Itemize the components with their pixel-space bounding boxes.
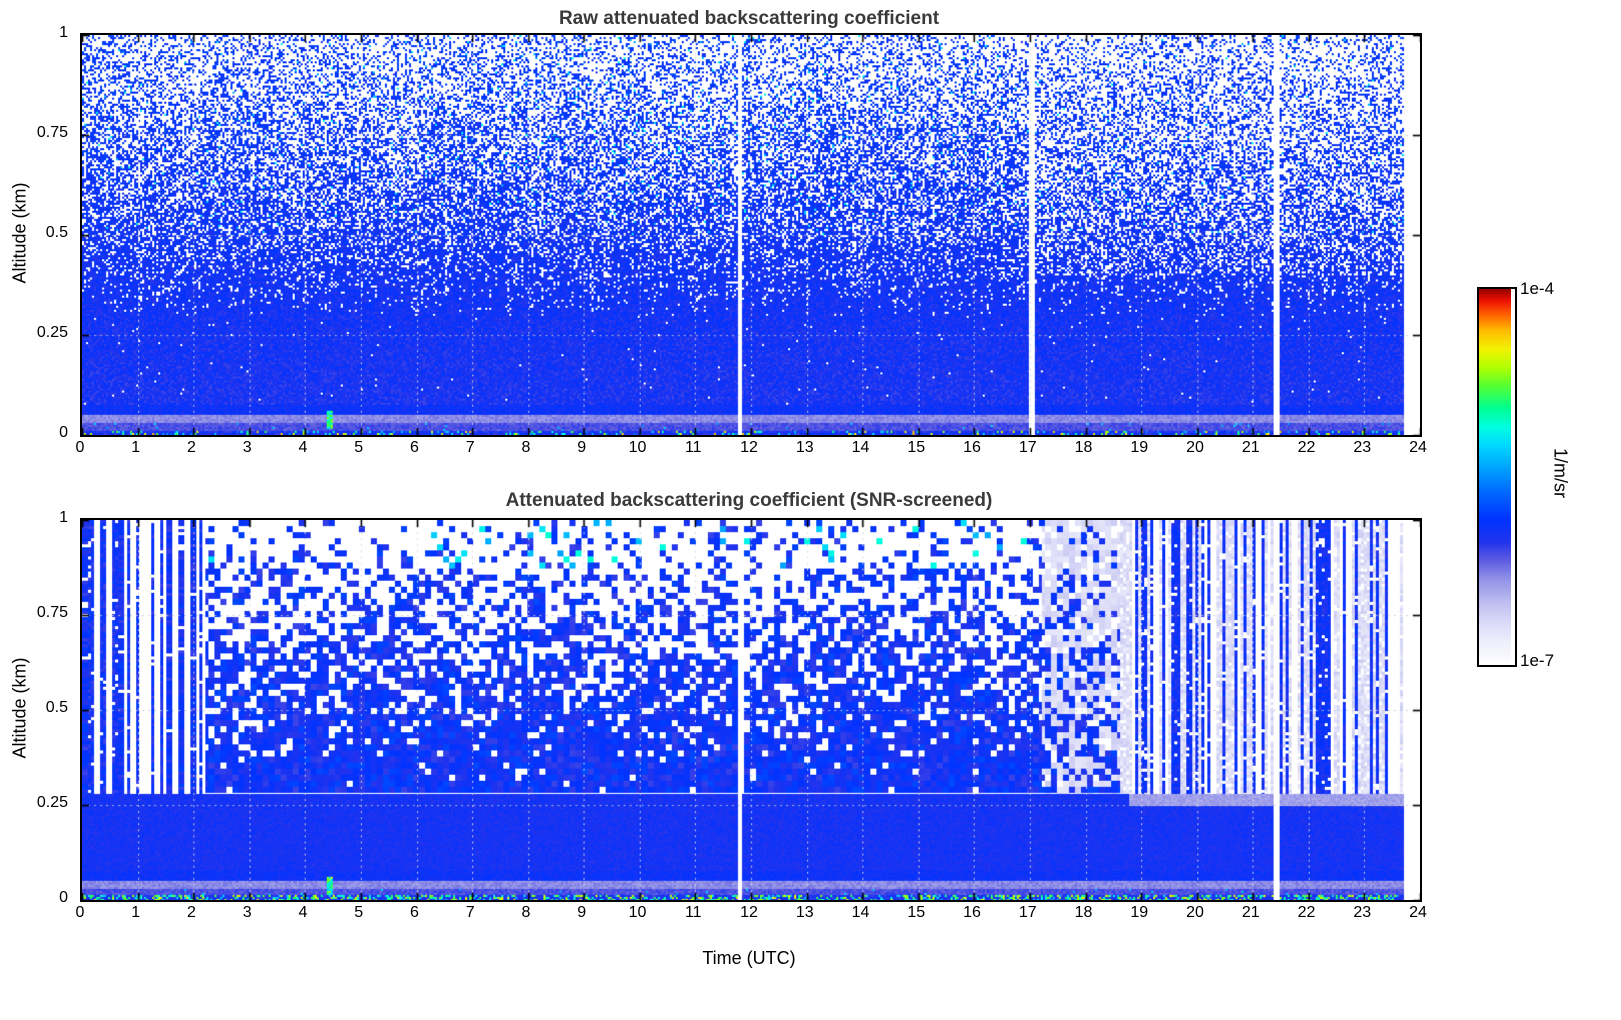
x-tick-label: 9 [577, 904, 587, 921]
raw-y-tick-labels: 0 0.25 0.5 0.75 1 [24, 24, 74, 441]
screened-heatmap-panel [80, 518, 1422, 902]
x-tick-label: 2 [187, 904, 196, 921]
raw-heatmap-canvas [82, 35, 1420, 435]
colorbar [1477, 287, 1517, 667]
screened-y-tick-labels: 0 0.25 0.5 0.75 1 [24, 509, 74, 906]
x-tick-label: 16 [963, 904, 981, 921]
x-tick-label: 7 [465, 439, 475, 456]
y-tick-label: 0.5 [45, 699, 68, 716]
x-tick-label: 20 [1186, 904, 1204, 921]
x-tick-label: 23 [1353, 439, 1372, 456]
x-tick-label: 17 [1018, 904, 1037, 921]
x-tick-label: 3 [242, 439, 252, 456]
y-tick-label: 0 [59, 424, 68, 441]
x-tick-label: 5 [354, 904, 364, 921]
x-tick-label: 13 [795, 439, 814, 456]
colorbar-max-label: 1e-4 [1520, 279, 1555, 298]
x-tick-label: 7 [465, 904, 475, 921]
raw-x-tick-labels: 0 1 2 3 4 5 6 7 8 9 10 11 12 13 14 15 16 17 18 19 20 21 22 23 24 [76, 439, 1427, 461]
x-tick-label: 0 [75, 904, 85, 921]
screened-heatmap-canvas [82, 520, 1420, 900]
x-tick-label: 18 [1074, 439, 1093, 456]
x-tick-label: 3 [242, 904, 252, 921]
x-tick-label: 4 [298, 904, 308, 921]
x-tick-label: 19 [1130, 904, 1149, 921]
x-tick-label: 18 [1074, 904, 1093, 921]
screened-panel-title: Attenuated backscattering coefficient (S… [505, 490, 993, 511]
x-tick-label: 8 [521, 439, 531, 456]
x-tick-label: 6 [410, 904, 419, 921]
x-tick-label: 23 [1353, 904, 1372, 921]
x-tick-label: 11 [684, 439, 702, 456]
x-tick-label: 22 [1297, 439, 1316, 456]
y-tick-label: 0.25 [36, 324, 68, 341]
colorbar-gradient [1479, 289, 1511, 661]
x-tick-label: 16 [963, 439, 981, 456]
y-tick-label: 0.75 [36, 604, 68, 621]
x-tick-label: 12 [740, 439, 758, 456]
x-tick-label: 19 [1130, 439, 1149, 456]
raw-panel-title: Raw attenuated backscattering coefficien… [558, 8, 940, 29]
x-tick-label: 21 [1241, 904, 1260, 921]
x-tick-label: 15 [907, 439, 926, 456]
x-tick-label: 12 [740, 904, 758, 921]
screened-x-tick-labels: 0 1 2 3 4 5 6 7 8 9 10 11 12 13 14 15 16 17 18 19 20 21 22 23 24 [76, 904, 1427, 926]
x-tick-label: 15 [907, 904, 926, 921]
x-tick-label: 10 [628, 439, 647, 456]
x-tick-label: 1 [131, 904, 141, 921]
x-tick-label: 24 [1409, 439, 1427, 456]
y-tick-label: 0 [59, 889, 68, 906]
x-tick-label: 11 [684, 904, 702, 921]
y-tick-label: 0.25 [36, 794, 68, 811]
x-tick-label: 21 [1241, 439, 1260, 456]
colorbar-unit-label: 1/m/sr [1550, 447, 1571, 499]
y-tick-label: 1 [59, 24, 68, 41]
x-tick-label: 14 [851, 904, 870, 921]
x-axis-label: Time (UTC) [702, 948, 796, 968]
x-tick-label: 2 [187, 439, 196, 456]
x-tick-label: 10 [628, 904, 647, 921]
x-tick-label: 20 [1186, 439, 1204, 456]
y-tick-label: 0.5 [45, 224, 68, 241]
colorbar-min-label: 1e-7 [1520, 651, 1555, 670]
x-tick-label: 1 [131, 439, 141, 456]
x-tick-label: 9 [577, 439, 587, 456]
x-tick-label: 22 [1297, 904, 1316, 921]
x-tick-label: 17 [1018, 439, 1037, 456]
x-tick-label: 0 [75, 439, 85, 456]
x-tick-label: 8 [521, 904, 531, 921]
x-tick-label: 4 [298, 439, 308, 456]
x-tick-label: 13 [795, 904, 814, 921]
x-tick-label: 5 [354, 439, 364, 456]
raw-heatmap-panel [80, 33, 1422, 437]
y-tick-label: 0.75 [36, 124, 68, 141]
x-tick-label: 14 [851, 439, 870, 456]
x-tick-label: 24 [1409, 904, 1427, 921]
y-tick-label: 1 [59, 509, 68, 526]
x-tick-label: 6 [410, 439, 419, 456]
